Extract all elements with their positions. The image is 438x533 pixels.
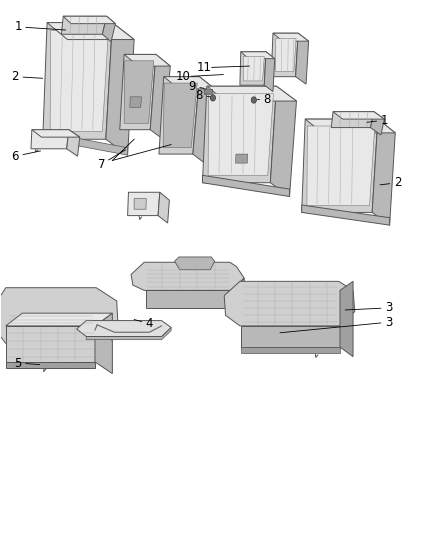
Polygon shape xyxy=(102,16,116,42)
Polygon shape xyxy=(77,320,171,336)
Text: 2: 2 xyxy=(394,176,401,189)
Polygon shape xyxy=(271,33,298,77)
Text: 10: 10 xyxy=(176,70,191,83)
Polygon shape xyxy=(47,22,134,39)
Polygon shape xyxy=(127,192,160,216)
Polygon shape xyxy=(31,130,69,149)
Polygon shape xyxy=(333,112,385,119)
Polygon shape xyxy=(340,281,353,357)
Text: 8: 8 xyxy=(196,89,203,102)
Polygon shape xyxy=(302,205,390,225)
Text: 6: 6 xyxy=(11,150,19,163)
Polygon shape xyxy=(305,119,395,133)
Polygon shape xyxy=(164,77,215,89)
Polygon shape xyxy=(202,86,276,183)
Polygon shape xyxy=(95,313,113,374)
Polygon shape xyxy=(236,154,248,163)
Text: 4: 4 xyxy=(145,317,153,330)
Polygon shape xyxy=(241,326,340,347)
Polygon shape xyxy=(106,22,134,155)
Polygon shape xyxy=(241,52,275,59)
Polygon shape xyxy=(43,22,113,139)
Polygon shape xyxy=(163,83,197,148)
Polygon shape xyxy=(120,54,156,130)
Polygon shape xyxy=(193,77,215,166)
Polygon shape xyxy=(61,16,107,34)
Polygon shape xyxy=(67,130,80,156)
Polygon shape xyxy=(124,54,170,66)
Polygon shape xyxy=(264,52,275,92)
Circle shape xyxy=(251,97,256,103)
Polygon shape xyxy=(131,262,244,290)
Polygon shape xyxy=(302,119,378,213)
Polygon shape xyxy=(6,326,95,362)
Polygon shape xyxy=(134,199,146,209)
Text: 5: 5 xyxy=(14,357,21,369)
Polygon shape xyxy=(43,132,127,155)
Polygon shape xyxy=(175,257,215,270)
Polygon shape xyxy=(372,119,395,225)
Polygon shape xyxy=(244,56,264,81)
Text: 2: 2 xyxy=(11,70,19,83)
Polygon shape xyxy=(208,94,273,175)
Text: 3: 3 xyxy=(385,316,392,329)
Polygon shape xyxy=(124,61,154,123)
Polygon shape xyxy=(371,112,385,135)
Polygon shape xyxy=(224,281,355,326)
Text: 1: 1 xyxy=(14,20,21,34)
Polygon shape xyxy=(63,16,116,23)
Text: 8: 8 xyxy=(263,93,271,106)
Polygon shape xyxy=(130,97,141,108)
Circle shape xyxy=(210,95,215,101)
Polygon shape xyxy=(0,288,118,343)
Text: 11: 11 xyxy=(196,61,211,74)
Polygon shape xyxy=(240,52,266,85)
Polygon shape xyxy=(159,77,199,154)
Polygon shape xyxy=(270,86,297,197)
Polygon shape xyxy=(276,38,296,71)
Polygon shape xyxy=(241,347,340,353)
Polygon shape xyxy=(146,290,231,308)
Polygon shape xyxy=(307,126,375,206)
Polygon shape xyxy=(231,278,244,317)
Polygon shape xyxy=(50,30,109,131)
Polygon shape xyxy=(158,192,170,223)
Polygon shape xyxy=(0,290,115,336)
Polygon shape xyxy=(207,86,297,101)
Polygon shape xyxy=(296,33,309,84)
Polygon shape xyxy=(150,54,170,140)
Text: 7: 7 xyxy=(98,158,105,171)
Polygon shape xyxy=(86,327,171,340)
Polygon shape xyxy=(331,112,374,127)
Polygon shape xyxy=(204,90,212,94)
Text: 9: 9 xyxy=(188,80,196,93)
Polygon shape xyxy=(6,362,95,368)
Text: 1: 1 xyxy=(381,114,388,127)
Polygon shape xyxy=(32,130,80,137)
Polygon shape xyxy=(6,313,113,326)
Text: 3: 3 xyxy=(385,301,392,314)
Polygon shape xyxy=(273,33,309,41)
Polygon shape xyxy=(202,175,290,197)
